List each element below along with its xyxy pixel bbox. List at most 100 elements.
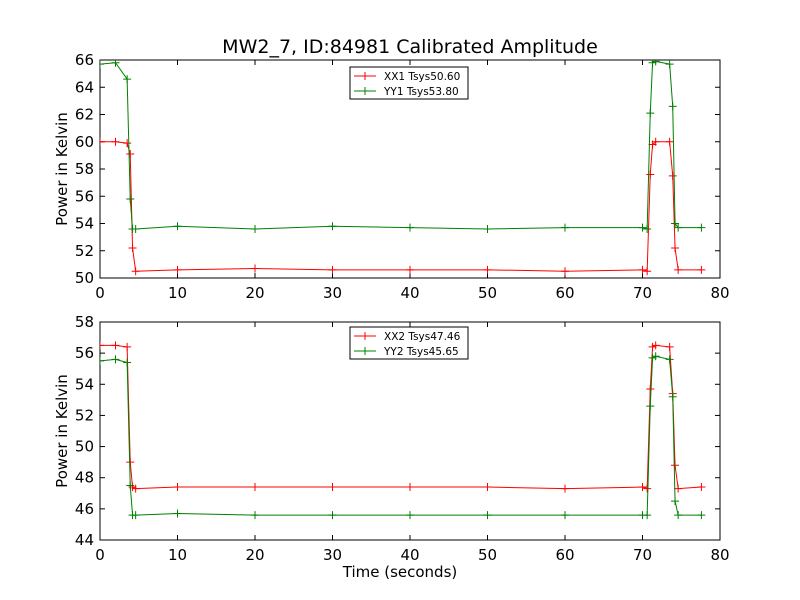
panel-0-series-0-point (328, 265, 337, 274)
panel-1-series-0-point (173, 483, 182, 492)
panel-0-legend-marker (361, 72, 369, 80)
panel-0-series-0-point (671, 244, 680, 253)
panel-1-series-0-point (651, 341, 660, 350)
panel-0-series-0-point (483, 265, 492, 274)
panel-1-y-tick-label: 56 (75, 344, 94, 362)
panel-0-x-tick-label: 60 (555, 284, 574, 302)
panel-1-x-tick-label: 0 (95, 546, 105, 564)
panel-1-series-1-point (111, 355, 120, 364)
panel-1-x-tick-label: 40 (400, 546, 419, 564)
panel-1-series-1-point (483, 511, 492, 520)
panel-1-y-axis-label: Power in Kelvin (53, 374, 71, 488)
panel-0-x-tick-label: 10 (168, 284, 187, 302)
panel-1-x-tick-label: 70 (633, 546, 652, 564)
panel-0-legend-marker (361, 87, 369, 95)
panel-0-legend-label: XX1 Tsys50.60 (384, 71, 460, 83)
panel-0-series-0-point (123, 139, 132, 148)
panel-0-series-1-point (328, 222, 337, 231)
panel-0-x-tick-label: 0 (95, 284, 105, 302)
bottom-chart-panel: 0 10 20 30 40 50 60 70 80 44 46 48 50 52 54 56 58 Power i… (53, 313, 730, 581)
panel-0-series-0-point (646, 170, 655, 179)
panel-1-series-0-point (646, 384, 655, 393)
panel-0-x-tick-label: 70 (633, 284, 652, 302)
panel-1-series-1-point (131, 511, 140, 520)
panel-1-series-0-point (697, 483, 706, 492)
panel-1-series-1-point (126, 481, 135, 490)
panel-0-series-1-line (100, 60, 702, 230)
panel-0-series-0 (100, 137, 706, 276)
panel-0-series-1-point (100, 60, 104, 69)
panel-1-series-0-point (665, 342, 674, 351)
panel-0-series-0-point (561, 267, 569, 276)
panel-1-x-tick-label: 60 (555, 546, 574, 564)
panel-0-y-tick-label: 52 (75, 242, 94, 260)
panel-1-series-1-point (697, 511, 706, 520)
panel-1-series-1 (100, 352, 706, 520)
panel-0-series-0-point (131, 267, 140, 276)
panel-1-series-0-line (100, 344, 702, 490)
panel-1-legend-label: YY2 Tsys45.65 (383, 346, 459, 358)
panel-1-series-0-point (328, 483, 337, 492)
panel-0-series-0-point (100, 137, 104, 146)
panel-1-series-1-point (173, 509, 182, 518)
panel-1-series-1-point (665, 355, 674, 364)
panel-1-series-0-point (131, 484, 140, 493)
panel-0-series-0-point (697, 265, 706, 274)
panel-0-y-tick-label: 50 (75, 269, 94, 287)
panel-0-x-tick-label: 30 (323, 284, 342, 302)
panel-1-series-1-line (100, 355, 702, 516)
panel-1-series-1-point (251, 511, 259, 520)
panel-1-series-0-point (100, 341, 104, 350)
panel-1-series-1-point (123, 358, 132, 367)
panel-1-series-1-point (646, 402, 655, 411)
panel-1-series-1-point (328, 511, 337, 520)
panel-1-y-tick-label: 52 (75, 406, 94, 424)
panel-1-x-tick-label: 30 (323, 546, 342, 564)
panel-1-series-1-point (671, 497, 680, 506)
panel-1-series-0-point (406, 483, 414, 492)
panel-0-y-tick-label: 54 (75, 215, 94, 233)
panel-0-series-1-point (665, 60, 674, 69)
panel-1-x-tick-label: 50 (478, 546, 497, 564)
panel-0-legend-label: YY1 Tsys53.80 (383, 86, 459, 98)
panel-1-legend: XX2 Tsys47.46 YY2 Tsys45.65 (349, 326, 469, 360)
panel-1-y-tick-label: 44 (75, 531, 94, 549)
panel-1-series-1-point (100, 356, 104, 365)
panel-0-series-0-point (668, 171, 677, 180)
panel-0-y-axis-label: Power in Kelvin (53, 112, 71, 226)
panel-0-legend: XX1 Tsys50.60 YY1 Tsys53.80 (349, 66, 469, 100)
panel-0-series-1-point (406, 223, 414, 232)
panel-0-series-1-point (561, 223, 569, 232)
panel-0-series-0-point (173, 265, 182, 274)
panel-1-x-tick-label: 10 (168, 546, 187, 564)
panel-0-x-tick-label: 40 (400, 284, 419, 302)
panel-0-series-1-point (671, 219, 680, 228)
panel-1-y-tick-label: 46 (75, 500, 94, 518)
panel-1-legend-marker (361, 347, 369, 355)
panel-1-series-0-point (674, 484, 683, 493)
panel-1-series-0-point (643, 484, 652, 493)
panel-1-series-0-point (251, 483, 259, 492)
panel-0-series-1-point (126, 194, 135, 203)
panel-0-series-1-point (668, 102, 677, 111)
panel-0-series-1-point (131, 224, 140, 233)
panel-1-series-0-point (123, 342, 132, 351)
panel-1-series-0-point (483, 483, 492, 492)
panel-0-series-1-point (651, 60, 660, 66)
panel-1-series-1-point (651, 352, 660, 361)
panel-1-series-0-point (638, 483, 647, 492)
panel-0-series-1-point (123, 75, 132, 84)
panel-1-series-1-point (674, 511, 683, 520)
panel-1-legend-marker (361, 332, 369, 340)
panel-1-series-1-point (668, 392, 677, 401)
panel-0-y-tick-label: 64 (75, 78, 94, 96)
panel-0-y-tick-label: 62 (75, 106, 94, 124)
panel-0-series-0-point (665, 137, 674, 146)
panel-1-x-tick-label: 80 (710, 546, 729, 564)
panel-0-x-tick-label: 80 (710, 284, 729, 302)
panel-1-y-tick-label: 54 (75, 375, 94, 393)
panel-0-series-0-point (126, 150, 135, 159)
panel-0-series-0-point (638, 265, 647, 274)
